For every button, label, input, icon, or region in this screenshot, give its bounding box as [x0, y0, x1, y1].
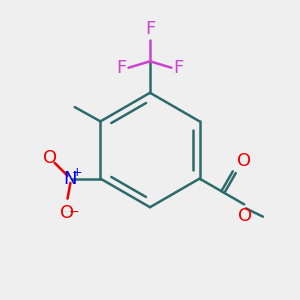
- Text: −: −: [69, 206, 79, 219]
- Text: O: O: [61, 204, 75, 222]
- Text: O: O: [43, 149, 57, 167]
- Text: O: O: [237, 152, 251, 170]
- Text: F: F: [145, 20, 155, 38]
- Text: F: F: [174, 59, 184, 77]
- Text: O: O: [238, 207, 252, 225]
- Text: F: F: [116, 59, 126, 77]
- Text: N: N: [64, 169, 77, 188]
- Text: +: +: [71, 167, 82, 179]
